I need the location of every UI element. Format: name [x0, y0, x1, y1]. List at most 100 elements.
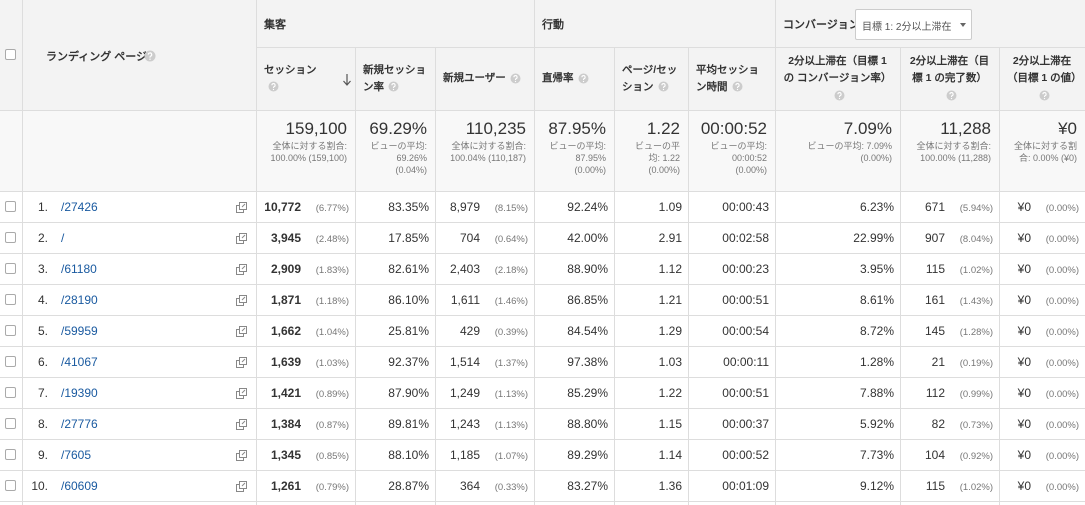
row-rank: 9.	[37, 448, 48, 462]
row-checkbox[interactable]	[5, 387, 16, 398]
column-header-cell[interactable]: セッション	[256, 47, 355, 110]
metric-cell: 21 (0.19%)	[900, 355, 999, 369]
metric-cell: 6.23%	[775, 200, 900, 214]
page-link[interactable]: /59959	[61, 324, 98, 338]
metric-cell: 97.38%	[534, 355, 614, 369]
line	[688, 47, 689, 505]
column-header[interactable]: 直帰率	[542, 70, 589, 87]
metric-value: 00:00:11	[723, 355, 769, 369]
column-header[interactable]: セッション	[264, 62, 329, 96]
help-icon[interactable]	[658, 81, 669, 92]
open-page-icon[interactable]	[236, 417, 247, 430]
metric-cell: 1,662 (1.04%)	[256, 324, 355, 338]
metric-value: 1,261	[270, 479, 301, 493]
row-checkbox[interactable]	[5, 325, 16, 336]
help-icon[interactable]	[946, 90, 957, 101]
open-page-icon[interactable]	[236, 386, 247, 399]
page-link[interactable]: /27426	[61, 200, 98, 214]
metric-share: (0.00%)	[1045, 420, 1079, 431]
column-header[interactable]: 平均セッション時間	[696, 63, 759, 93]
open-page-icon[interactable]	[236, 200, 247, 213]
help-icon[interactable]	[388, 81, 399, 92]
column-header-cell[interactable]: 平均セッション時間	[688, 47, 775, 110]
metric-cell: 82 (0.73%)	[900, 417, 999, 431]
metric-share: (1.02%)	[959, 482, 993, 493]
metric-value: 86.10%	[388, 293, 429, 307]
metric-share: (1.43%)	[959, 296, 993, 307]
metric-value: 1.15	[658, 417, 682, 431]
total-note: (0.00%)	[648, 165, 680, 175]
metric-cell: 85.29%	[534, 386, 614, 400]
help-icon[interactable]	[578, 73, 589, 84]
select-all[interactable]	[5, 49, 16, 60]
row-checkbox[interactable]	[5, 232, 16, 243]
total-note: ビューの平均:	[549, 141, 606, 151]
column-header[interactable]: ページ/セッション	[622, 63, 678, 93]
metric-cell: 7.88%	[775, 386, 900, 400]
row-checkbox[interactable]	[5, 294, 16, 305]
help-icon[interactable]	[834, 90, 845, 101]
metric-share: (0.00%)	[1045, 327, 1079, 338]
open-page-icon[interactable]	[236, 479, 247, 492]
help-icon[interactable]	[732, 81, 743, 92]
page-link[interactable]: /7605	[61, 448, 92, 462]
dropdown-arrow[interactable]	[960, 23, 966, 27]
goal-selector[interactable]: 目標 1: 2分以上滞在	[855, 9, 972, 40]
metric-cell: 1.09	[614, 200, 688, 214]
metric-value: 704	[459, 231, 480, 245]
metric-value: 25.81%	[388, 324, 429, 338]
page-link[interactable]: /60609	[61, 479, 98, 493]
help-icon[interactable]	[268, 81, 279, 92]
sort-arrow[interactable]	[343, 73, 351, 86]
metric-share: (0.00%)	[1045, 203, 1079, 214]
column-header-cell[interactable]: 2分以上滞在（目標 1 の完了数）	[900, 47, 999, 110]
open-page-icon[interactable]	[236, 262, 247, 275]
help-icon[interactable]	[1039, 90, 1050, 101]
metric-value: ¥0	[1017, 479, 1031, 493]
column-header[interactable]: 2分以上滞在（目標 1 の値）	[1007, 53, 1082, 104]
open-page-icon[interactable]	[236, 355, 247, 368]
metric-cell: 1.21	[614, 293, 688, 307]
column-header-cell[interactable]: ページ/セッション	[614, 47, 688, 110]
column-header[interactable]: 2分以上滞在（目標 1 の完了数）	[908, 53, 991, 104]
metric-cell: 86.10%	[355, 293, 435, 307]
help-icon[interactable]	[510, 73, 521, 84]
row-checkbox[interactable]	[5, 480, 16, 491]
help-icon[interactable]	[144, 49, 156, 62]
page-link[interactable]: /41067	[61, 355, 98, 369]
page-link[interactable]: /61180	[61, 262, 97, 276]
column-header-cell[interactable]: 新規ユーザー	[435, 47, 534, 110]
open-page-icon[interactable]	[236, 231, 247, 244]
row-checkbox[interactable]	[5, 449, 16, 460]
metric-share: (5.94%)	[959, 203, 993, 214]
column-header-cell[interactable]: 2分以上滞在（目標 1 の値）	[999, 47, 1085, 110]
metric-value: 3,945	[270, 231, 301, 245]
metric-value: 1,514	[449, 355, 480, 369]
page-link[interactable]: /27776	[61, 417, 98, 431]
row-checkbox[interactable]	[5, 263, 16, 274]
column-header-cell[interactable]: 直帰率	[534, 47, 614, 110]
metric-value: ¥0	[1017, 231, 1031, 245]
column-header-cell[interactable]: 新規セッション率	[355, 47, 435, 110]
metric-value: 88.90%	[567, 262, 608, 276]
row-checkbox[interactable]	[5, 201, 16, 212]
open-page-icon[interactable]	[236, 293, 247, 306]
metric-share: (0.99%)	[959, 389, 993, 400]
metric-value: 89.29%	[567, 448, 608, 462]
column-header[interactable]: 新規ユーザー	[443, 70, 521, 87]
row-checkbox[interactable]	[5, 356, 16, 367]
column-header-cell[interactable]: 2分以上滞在（目標 1 の コンバージョン率）	[775, 47, 900, 110]
metric-share: (0.39%)	[494, 327, 528, 338]
goal-selector-text[interactable]: 目標 1: 2分以上滞在	[862, 22, 952, 33]
metric-cell: 161 (1.43%)	[900, 293, 999, 307]
column-header[interactable]: 2分以上滞在（目標 1 の コンバージョン率）	[783, 53, 892, 104]
page-link[interactable]: /	[61, 231, 65, 245]
open-page-icon[interactable]	[236, 448, 247, 461]
open-page-icon[interactable]	[236, 324, 247, 337]
metric-value: ¥0	[1017, 386, 1031, 400]
row-checkbox[interactable]	[5, 418, 16, 429]
column-header[interactable]: 新規セッション率	[363, 63, 426, 93]
line	[775, 0, 776, 505]
page-link[interactable]: /19390	[61, 386, 98, 400]
page-link[interactable]: /28190	[61, 293, 98, 307]
